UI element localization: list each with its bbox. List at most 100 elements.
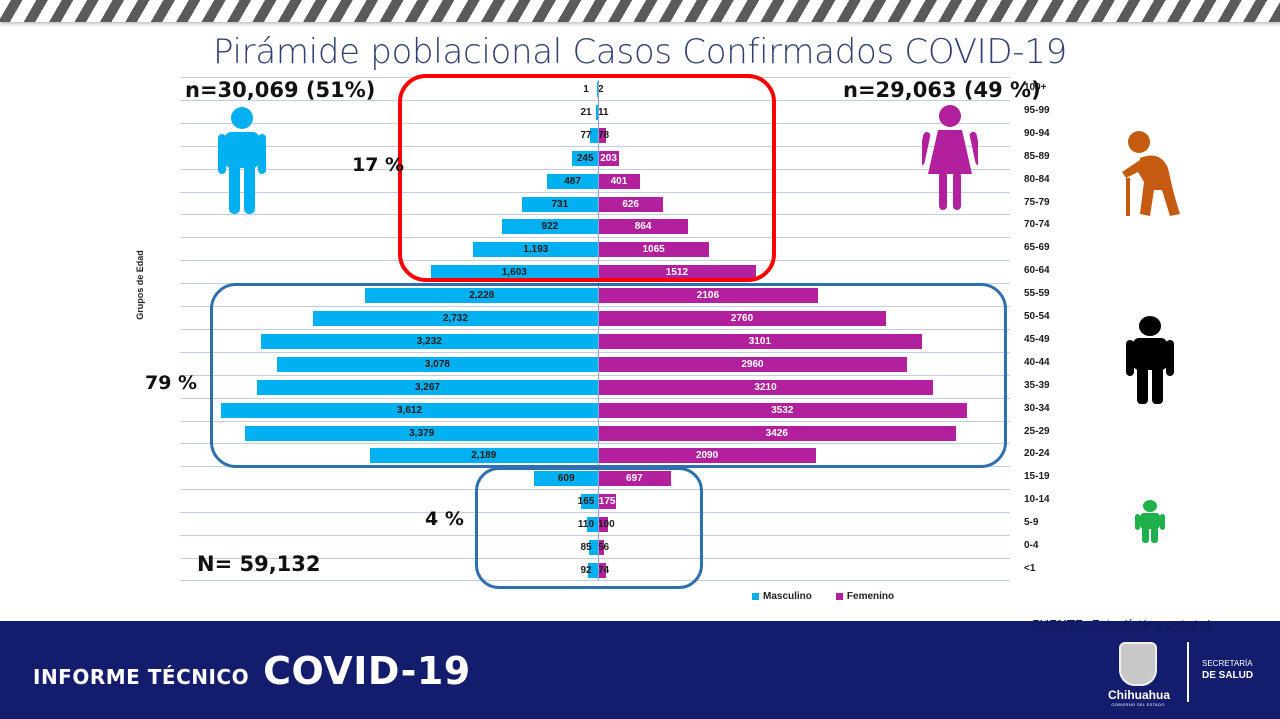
- female-bar: [598, 219, 689, 235]
- female-value-label: 2106: [696, 290, 720, 302]
- male-bar: [547, 173, 598, 189]
- male-bar: [586, 517, 598, 533]
- male-bar: [312, 311, 598, 326]
- male-person-icon: [218, 107, 266, 214]
- pyramid-row: 3,232 3101: [180, 328, 1010, 352]
- male-value-label: 2,732: [442, 313, 468, 324]
- legend-female-label: Femenino: [846, 591, 895, 602]
- secretaria-label: SECRETARÍA DE SALUD: [1202, 658, 1253, 682]
- age-group-label: 40-44: [1024, 356, 1050, 368]
- age-group-label: 75-79: [1024, 196, 1050, 208]
- female-bar: [598, 265, 756, 281]
- report-label: INFORME TÉCNICO: [33, 665, 250, 689]
- age-group-label: 70-74: [1024, 219, 1050, 231]
- grand-total: N= 59,132: [197, 552, 321, 576]
- female-value-label: 2960: [741, 358, 764, 370]
- age-group-label: 10-14: [1024, 494, 1050, 506]
- pyramid-row: 165 175: [180, 489, 1010, 512]
- female-value-label: 3210: [754, 381, 777, 393]
- age-group-label: 85-89: [1024, 150, 1050, 162]
- source-note: FUENTE: Estadística estatal.: [1032, 619, 1215, 634]
- secretaria-line2: DE SALUD: [1202, 670, 1254, 681]
- female-value-label: 3532: [771, 404, 794, 416]
- female-value-label: 864: [634, 221, 652, 233]
- male-bar: [580, 494, 598, 510]
- age-group-label: 20-24: [1024, 448, 1050, 460]
- population-pyramid-chart: 1 2 21 11 77 78 245 203 487 401 731 626 922 864 1,193 1…: [180, 77, 1010, 581]
- male-value-label: 609: [557, 473, 575, 485]
- female-bar: [598, 540, 604, 555]
- female-value-label: 2760: [730, 313, 754, 324]
- age-group-label: 45-49: [1024, 333, 1050, 345]
- pyramid-row: 2,732 2760: [180, 306, 1010, 329]
- male-value-label: 487: [564, 175, 581, 187]
- female-value-label: 100: [598, 519, 615, 531]
- female-value-label: 74: [598, 564, 610, 576]
- decorative-stripe-banner: [0, 0, 1280, 22]
- logo-name: Chihuahua: [1108, 688, 1170, 702]
- male-value-label: 2,228: [469, 290, 495, 302]
- male-bar: [521, 196, 598, 212]
- female-bar: [598, 150, 620, 166]
- age-group-label: 30-34: [1024, 402, 1050, 414]
- male-value-label: 3,379: [409, 427, 435, 439]
- male-value-label: 1: [583, 84, 589, 95]
- female-total: n=29,063 (49 %): [843, 78, 1041, 102]
- male-bar: [501, 219, 598, 235]
- male-value-label: 2,189: [471, 450, 497, 462]
- female-bar: [598, 127, 607, 143]
- report-topic: COVID-19: [263, 649, 471, 693]
- male-value-label: 92: [580, 564, 592, 576]
- male-bar: [369, 448, 598, 464]
- pyramid-row: 85 56: [180, 535, 1010, 558]
- female-bar: [598, 379, 934, 395]
- legend-male-label: Masculino: [763, 591, 812, 602]
- female-bar: [598, 402, 967, 418]
- male-value-label: 110: [577, 519, 595, 531]
- age-group-label: 0-4: [1024, 540, 1039, 551]
- male-swatch: [752, 592, 759, 600]
- female-value-label: 1512: [665, 267, 689, 279]
- chart-legend: Masculino Femenino: [752, 591, 894, 602]
- adult-person-icon: [1126, 316, 1174, 404]
- male-value-label: 3,612: [396, 404, 423, 416]
- male-bar: [276, 356, 598, 372]
- adult-percentage: 79 %: [145, 372, 198, 394]
- young-group-highlight: [475, 467, 703, 589]
- female-value-label: 2: [598, 84, 604, 95]
- age-group-label: 15-19: [1024, 471, 1050, 483]
- female-bar: [598, 494, 617, 510]
- pyramid-row: 77 78: [180, 122, 1010, 146]
- y-axis-label: Grupos de Edad: [135, 250, 145, 320]
- female-bar: [598, 288, 818, 304]
- pyramid-row: 2,189 2090: [180, 443, 1010, 466]
- male-value-label: 731: [551, 198, 569, 210]
- legend-item-female: Femenino: [835, 591, 895, 602]
- age-group-label: 55-59: [1024, 288, 1050, 300]
- male-value-label: 85: [580, 542, 592, 553]
- male-value-label: 3,078: [424, 358, 450, 370]
- child-person-icon: [1135, 500, 1165, 543]
- pyramid-row: 1,193 1065: [180, 237, 1010, 260]
- chihuahua-logo: Chihuahua GOBIERNO DEL ESTADO: [1108, 642, 1170, 707]
- male-bar: [245, 425, 598, 441]
- female-bar: [598, 173, 640, 189]
- male-value-label: 165: [577, 496, 595, 508]
- male-total: n=30,069 (51%): [185, 78, 376, 102]
- male-value-label: 3,267: [414, 381, 440, 393]
- male-value-label: 77: [580, 129, 592, 141]
- report-title: INFORME TÉCNICO COVID-19: [33, 649, 471, 693]
- male-value-label: 1,193: [523, 244, 549, 256]
- center-axis: [598, 80, 599, 580]
- pyramid-row: 3,612 3532: [180, 397, 1010, 421]
- female-value-label: 56: [598, 542, 610, 553]
- female-value-label: 203: [600, 152, 617, 164]
- older-percentage: 17 %: [352, 154, 405, 176]
- age-group-label: 50-54: [1024, 311, 1050, 322]
- adult-group-highlight: [210, 283, 1007, 468]
- female-bar: [598, 333, 922, 349]
- male-bar: [595, 104, 598, 120]
- age-group-label: <1: [1024, 562, 1036, 574]
- male-bar: [365, 288, 598, 304]
- female-swatch: [835, 592, 843, 600]
